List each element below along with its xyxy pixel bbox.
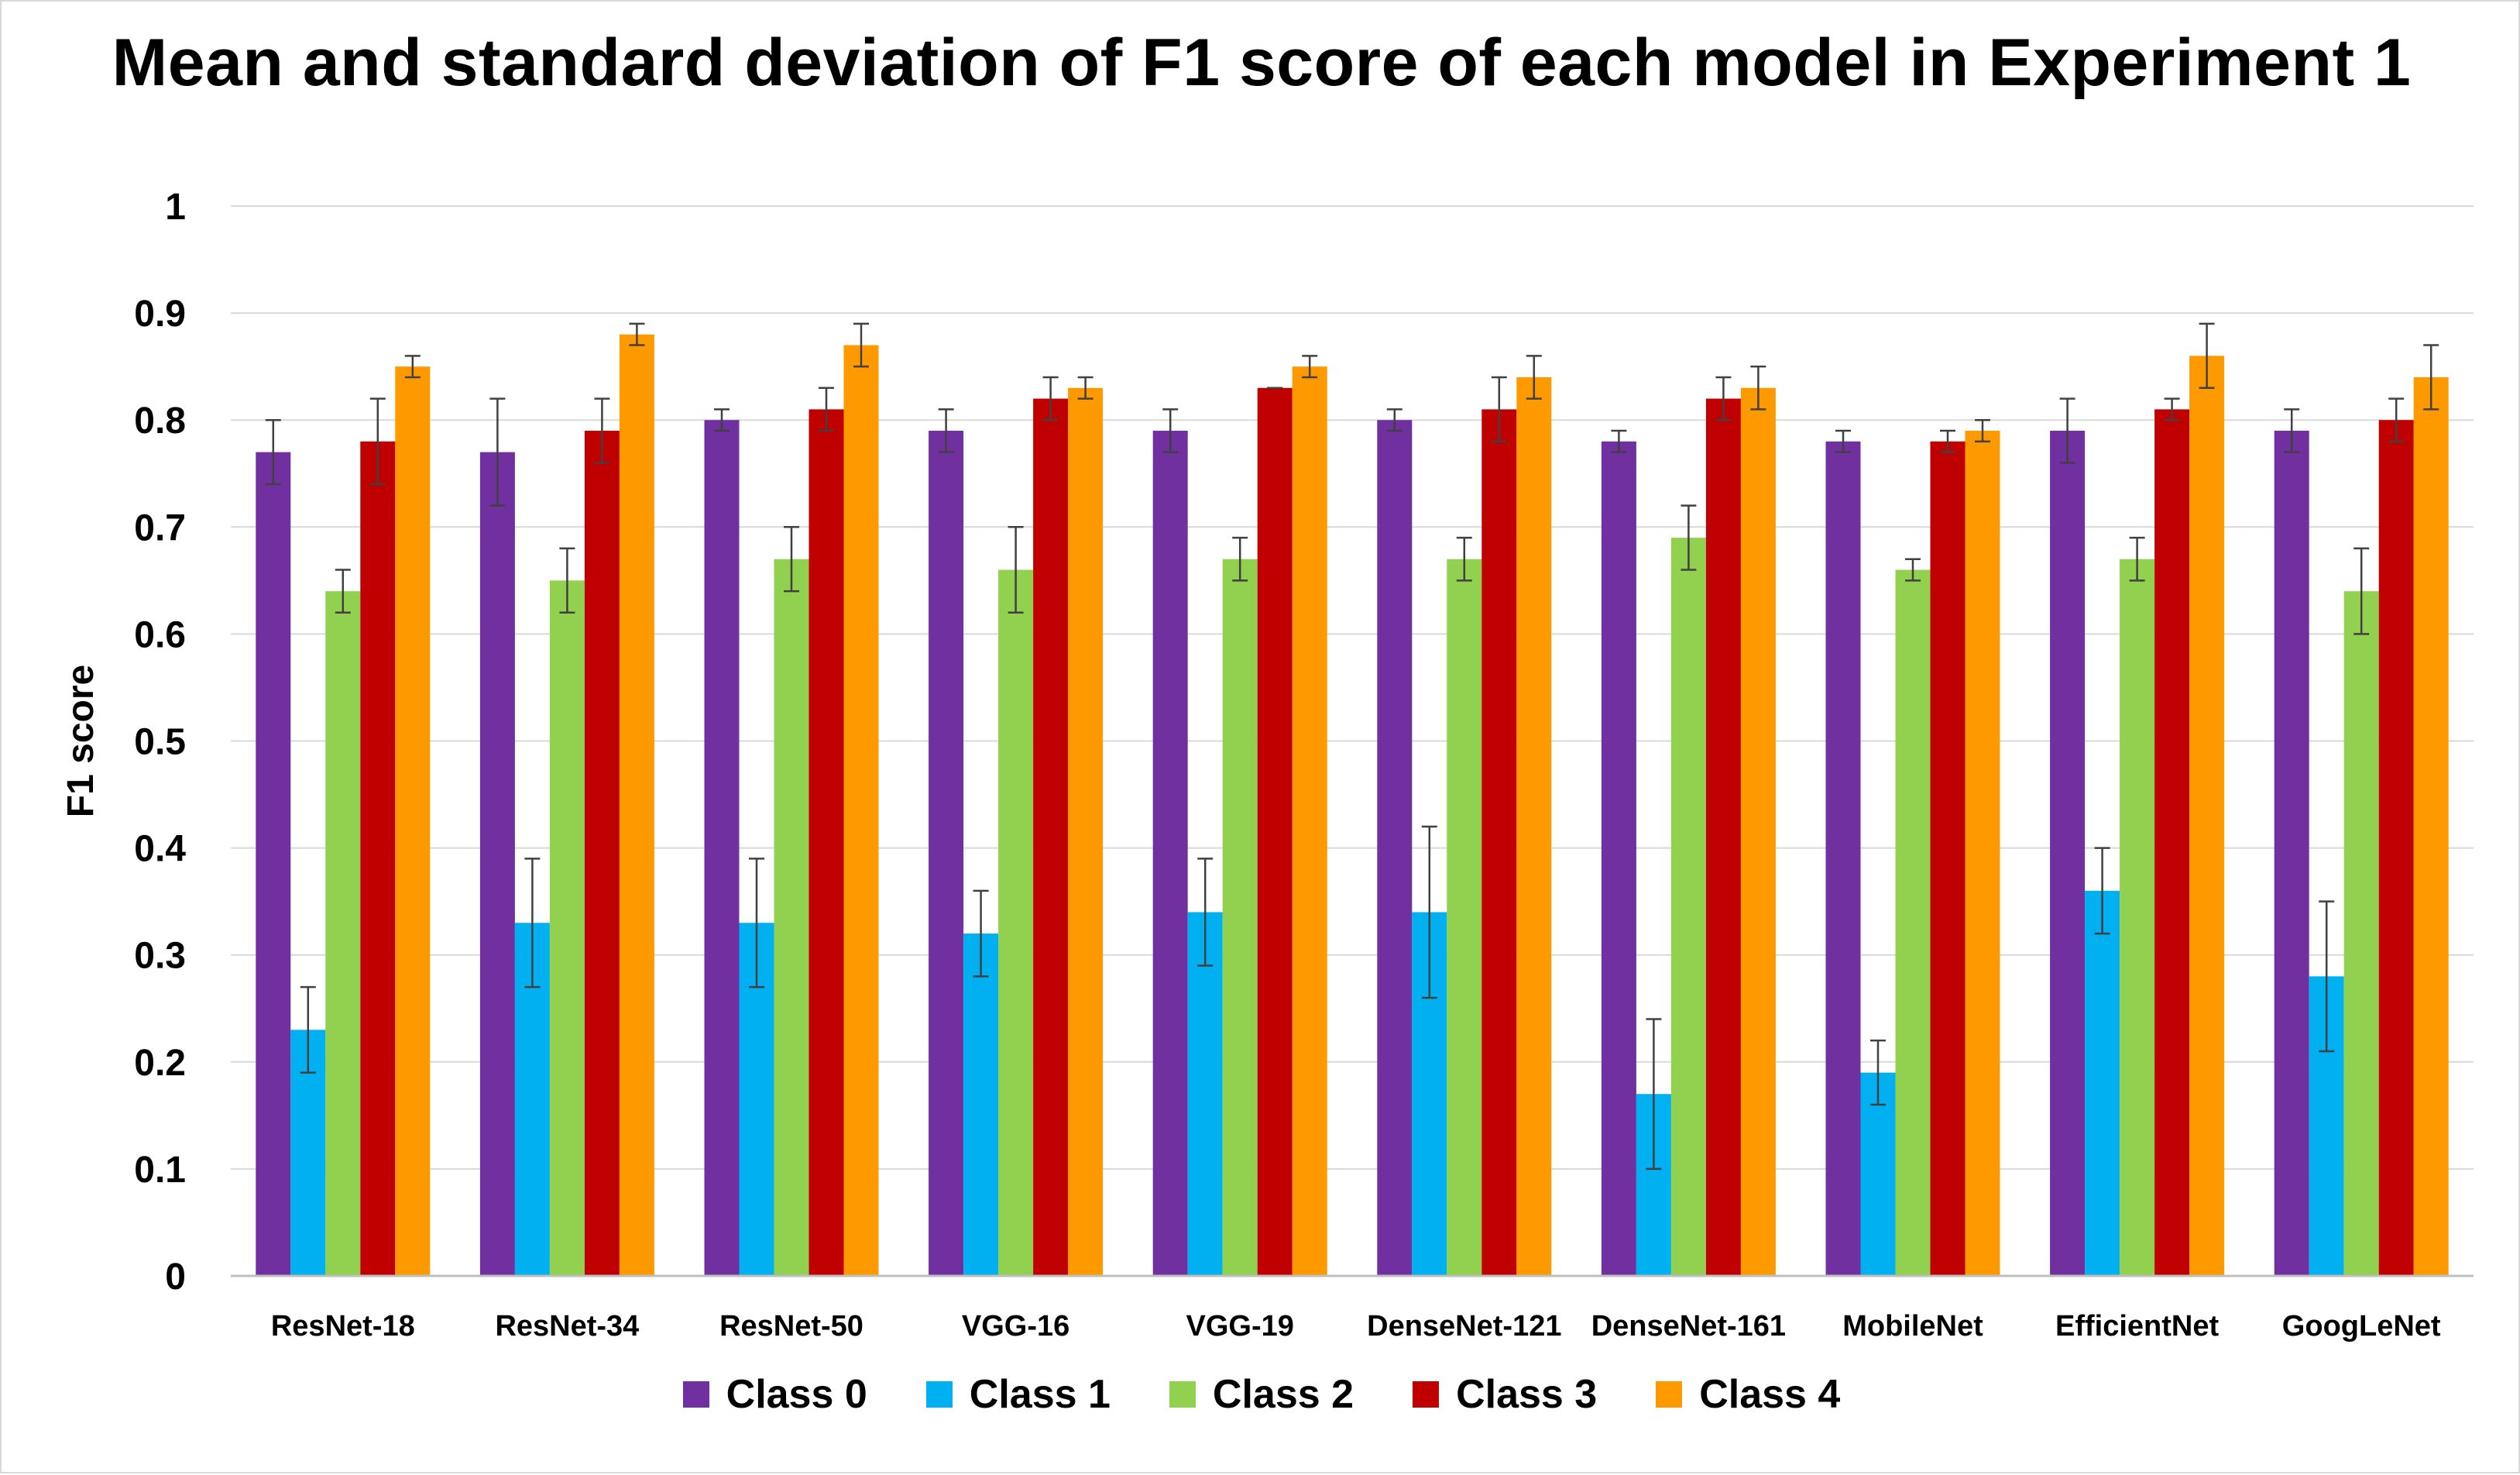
x-tick-label: VGG-19: [1186, 1310, 1294, 1343]
bar: [843, 345, 879, 1276]
bar: [1257, 387, 1293, 1276]
bar: [2378, 420, 2414, 1277]
bar: [1033, 398, 1069, 1276]
legend-swatch: [682, 1381, 709, 1408]
legend-item: Class 4: [1656, 1371, 1840, 1418]
y-tick-label: 1: [165, 187, 186, 228]
bar: [2154, 409, 2190, 1276]
legend-swatch: [925, 1381, 953, 1408]
bar: [1481, 409, 1517, 1276]
legend-swatch: [1656, 1381, 1683, 1408]
legend-item: Class 3: [1413, 1371, 1597, 1418]
y-tick-label: 0.1: [134, 1150, 186, 1191]
bar: [2274, 431, 2309, 1276]
bar: [998, 569, 1034, 1276]
bar: [1516, 376, 1552, 1277]
bar: [2189, 356, 2225, 1277]
bar: [2343, 591, 2379, 1276]
bar: [774, 559, 809, 1276]
x-tick-label: GoogLeNet: [2282, 1310, 2441, 1343]
y-axis-title: F1 score: [60, 665, 101, 817]
bar: [1222, 559, 1258, 1276]
axes: 0 0.1 0.2 0.3 0.4 0.5 0.6 0.7 0.8 0.9 1 F1 score Res…: [60, 187, 2474, 1343]
bar: [1601, 441, 1636, 1276]
bar: [1292, 366, 1327, 1276]
bar: [1377, 420, 1413, 1277]
bar: [1860, 1072, 1896, 1276]
chart-title: Mean and standard deviation of F1 score …: [112, 26, 2412, 100]
y-tick-label: 0.5: [134, 722, 186, 763]
legend: Class 0 Class 1 Class 2 Class 3 Class 4: [2, 1371, 2520, 1418]
bar: [1965, 431, 2000, 1276]
x-tick-label: MobileNet: [1842, 1310, 1983, 1343]
y-tick-label: 0.3: [134, 936, 186, 977]
y-tick-label: 0.7: [134, 507, 186, 548]
bar: [1152, 431, 1188, 1276]
legend-label: Class 0: [726, 1372, 867, 1417]
bar: [360, 441, 396, 1276]
bar: [963, 933, 999, 1276]
x-tick-label: EfficientNet: [2055, 1310, 2219, 1343]
bar: [549, 580, 585, 1276]
legend-label: Class 1: [969, 1372, 1111, 1417]
bars: [256, 334, 2449, 1277]
bar: [479, 452, 515, 1276]
y-tick-label: 0: [165, 1257, 186, 1298]
bar: [1068, 387, 1104, 1276]
legend-item: Class 1: [925, 1371, 1111, 1418]
legend-swatch: [1169, 1381, 1196, 1408]
y-tick-label: 0.2: [134, 1043, 186, 1084]
bar: [1187, 912, 1223, 1276]
bar: [2120, 559, 2155, 1276]
legend-item: Class 0: [682, 1371, 867, 1418]
x-tick-label: VGG-16: [962, 1310, 1069, 1343]
x-tick-label: ResNet-18: [271, 1310, 415, 1343]
legend-item: Class 2: [1169, 1371, 1354, 1418]
legend-swatch: [1413, 1381, 1440, 1408]
legend-label: Class 2: [1212, 1372, 1354, 1417]
bar: [1740, 387, 1776, 1276]
bar: [1705, 398, 1741, 1276]
bar: [2085, 890, 2120, 1276]
bar: [395, 366, 431, 1276]
y-tick-label: 0.9: [134, 294, 186, 335]
bar: [1930, 441, 1966, 1276]
bar: [1670, 538, 1706, 1276]
error-bars: [265, 322, 2439, 1171]
legend-label: Class 4: [1699, 1372, 1841, 1417]
bar: [809, 409, 844, 1276]
bar: [1447, 559, 1482, 1276]
bar: [929, 431, 964, 1276]
bar: [584, 431, 620, 1276]
bar: [1895, 569, 1931, 1276]
y-tick-label: 0.8: [134, 401, 186, 442]
x-tick-label: ResNet-50: [719, 1310, 863, 1343]
bar: [256, 452, 291, 1276]
bar: [1825, 441, 1861, 1276]
bar: [2413, 376, 2449, 1277]
legend-label: Class 3: [1456, 1372, 1598, 1417]
x-tick-label: DenseNet-161: [1591, 1310, 1786, 1343]
bar: [325, 591, 361, 1276]
bar: [2050, 431, 2086, 1276]
x-tick-label: ResNet-34: [495, 1310, 639, 1343]
y-tick-label: 0.4: [134, 829, 186, 870]
bar: [704, 420, 740, 1277]
x-tick-label: DenseNet-121: [1367, 1310, 1561, 1343]
bar: [619, 334, 654, 1277]
y-tick-label: 0.6: [134, 614, 186, 655]
